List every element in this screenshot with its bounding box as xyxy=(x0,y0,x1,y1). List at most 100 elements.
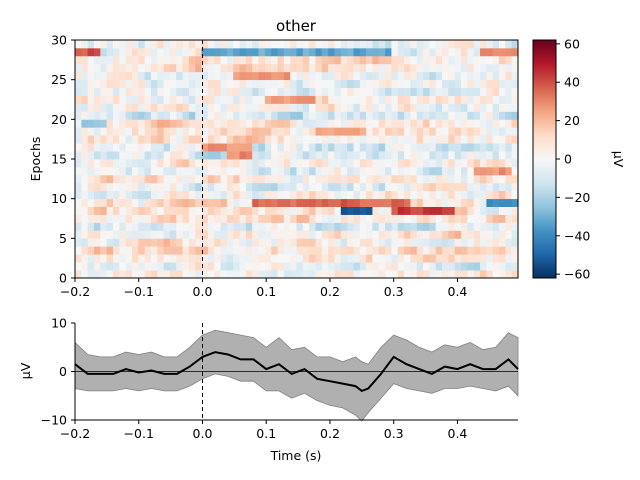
heat-cell xyxy=(100,262,108,271)
heat-cell xyxy=(252,79,259,88)
heat-cell xyxy=(163,47,171,57)
heat-cell xyxy=(125,79,133,88)
heat-cell xyxy=(416,206,424,215)
heat-cell xyxy=(233,166,240,176)
heat-cell xyxy=(226,127,234,136)
heat-cell xyxy=(391,71,399,81)
heat-cell xyxy=(220,143,228,152)
heat-cell xyxy=(347,103,354,112)
heat-cell xyxy=(435,103,443,112)
heat-cell xyxy=(410,270,418,279)
heat-cell xyxy=(353,262,361,271)
heat-cell xyxy=(315,79,323,88)
heat-cell xyxy=(112,71,120,81)
heat-cell xyxy=(315,262,323,271)
heat-cell xyxy=(372,103,380,112)
heat-cell xyxy=(429,206,437,215)
heat-cell xyxy=(163,206,171,215)
heat-cell xyxy=(195,151,202,160)
heat-cell xyxy=(252,40,259,49)
heat-cell xyxy=(480,262,487,271)
heat-cell xyxy=(511,135,519,144)
heat-cell xyxy=(252,254,259,263)
heat-cell xyxy=(511,119,519,128)
heat-cell xyxy=(106,119,114,128)
heat-cell xyxy=(214,55,221,65)
heat-cell xyxy=(315,182,323,192)
heat-cell xyxy=(429,174,437,184)
heat-cell xyxy=(239,87,247,96)
heat-cell xyxy=(340,87,348,96)
heat-cell xyxy=(296,111,304,120)
heat-cell xyxy=(271,166,278,176)
heat-cell xyxy=(423,262,430,271)
heat-cell xyxy=(473,135,481,144)
heat-cell xyxy=(505,270,513,279)
heat-cell xyxy=(157,166,164,176)
heat-cell xyxy=(353,246,361,255)
heat-cell xyxy=(397,119,405,128)
heat-cell xyxy=(309,206,316,215)
heat-cell xyxy=(429,182,437,192)
heat-cell xyxy=(302,238,310,247)
heat-cell xyxy=(125,262,133,271)
heat-cell xyxy=(461,151,468,160)
heat-cell xyxy=(467,206,475,215)
heat-cell xyxy=(125,254,133,263)
heat-cell xyxy=(328,47,335,57)
heat-cell xyxy=(125,198,133,207)
heat-cell xyxy=(81,71,89,81)
heat-cell xyxy=(233,135,240,144)
heat-cell xyxy=(296,214,304,223)
heat-cell xyxy=(435,254,443,263)
heat-cell xyxy=(302,190,310,200)
heat-cell xyxy=(423,246,430,255)
heat-cell xyxy=(347,127,354,136)
heat-cell xyxy=(499,262,506,271)
chart-title: other xyxy=(276,17,317,35)
heat-cell xyxy=(87,63,95,73)
heat-cell xyxy=(359,103,367,112)
heat-cell xyxy=(473,262,481,271)
heat-cell xyxy=(252,127,259,136)
heat-cell xyxy=(264,151,272,160)
x-tick-label: 0.1 xyxy=(256,284,276,299)
heat-cell xyxy=(290,151,297,160)
heat-cell xyxy=(391,111,399,120)
heat-cell xyxy=(75,40,82,49)
heat-cell xyxy=(385,206,392,215)
heat-cell xyxy=(442,40,449,49)
heat-cell xyxy=(87,190,95,200)
heat-cell xyxy=(106,63,114,73)
heat-cell xyxy=(125,206,133,215)
heat-cell xyxy=(296,79,304,88)
heat-cell xyxy=(340,190,348,200)
heat-cell xyxy=(112,55,120,65)
heat-cell xyxy=(334,262,342,271)
heat-cell xyxy=(112,95,120,104)
heat-cell xyxy=(423,63,430,73)
heat-cell xyxy=(188,230,196,239)
heat-cell xyxy=(410,119,418,128)
heat-cell xyxy=(245,230,253,239)
heat-cell xyxy=(467,111,475,120)
heat-cell xyxy=(201,71,209,81)
heat-cell xyxy=(473,190,481,200)
heat-cell xyxy=(410,79,418,88)
heat-cell xyxy=(454,40,462,49)
heat-cell xyxy=(467,135,475,144)
heat-cell xyxy=(239,63,247,73)
heat-cell xyxy=(505,143,513,152)
heat-cell xyxy=(106,174,114,184)
heat-cell xyxy=(87,214,95,223)
heat-cell xyxy=(505,198,513,207)
heat-cell xyxy=(499,182,506,192)
heat-cell xyxy=(410,254,418,263)
heat-cell xyxy=(245,238,253,247)
heat-cell xyxy=(106,143,114,152)
heat-cell xyxy=(328,87,335,96)
heat-cell xyxy=(511,111,519,120)
heat-cell xyxy=(416,151,424,160)
evoked-panel: −0.2 −0.1 0.0 0.1 0.2 0.3 0.4 100−10 µV Time (… xyxy=(18,316,519,463)
heat-cell xyxy=(201,95,209,104)
